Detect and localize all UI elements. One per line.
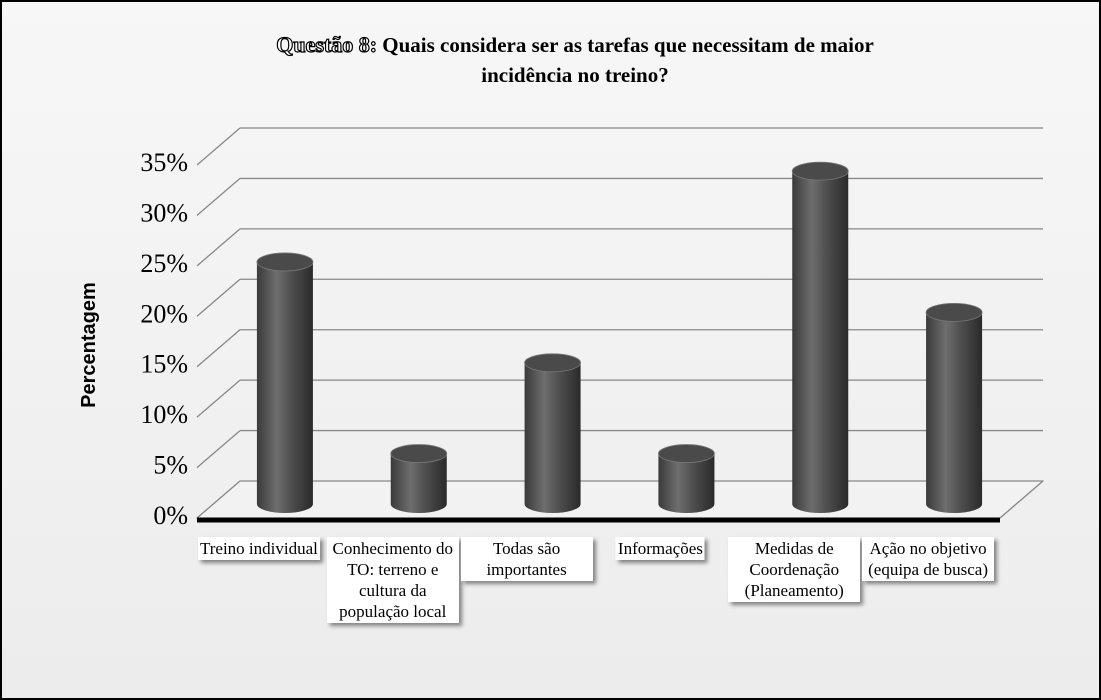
bar-top (925, 302, 983, 322)
x-tick-label: Conhecimento do TO: terreno e cultura da… (326, 537, 459, 623)
y-tick-label: 15% (140, 350, 188, 379)
bar (792, 171, 849, 513)
bar (658, 453, 715, 513)
y-tick-label: 35% (140, 148, 188, 177)
x-tick-label: Medidas de Coordenação (Planeamento) (728, 537, 861, 602)
bar-top (390, 444, 448, 463)
side-grid-line (196, 329, 241, 368)
x-tick-label: Ação no objetivo (equipa de busca) (862, 537, 995, 581)
bar (926, 312, 983, 513)
bar (524, 362, 581, 513)
y-tick-label: 10% (140, 400, 188, 429)
title-label: Questão 8: (276, 31, 378, 57)
y-tick-label: 5% (153, 451, 188, 480)
floor (195, 480, 1045, 519)
side-grid-line (196, 177, 241, 216)
side-grid-line (196, 430, 241, 469)
x-tick-label: Treino individual (197, 537, 320, 560)
side-grid-line (196, 228, 241, 267)
bar-top (256, 252, 314, 272)
bar (256, 261, 313, 513)
title-text: Quais considera ser as tarefas que neces… (382, 33, 874, 87)
x-tick-label: Informações (615, 537, 705, 560)
bar-top (524, 353, 581, 373)
x-tick-label: Todas são importantes (460, 537, 593, 581)
bar-top (658, 444, 715, 463)
y-axis-label: Percentagem (78, 282, 100, 408)
y-tick-label: 20% (140, 299, 188, 328)
floor-edge (999, 480, 1044, 519)
side-grid-line (196, 278, 241, 317)
bar (390, 453, 447, 513)
bar-top (791, 161, 849, 181)
side-grid-line (196, 127, 241, 166)
chart-title: Questão 8: Quais considera ser as tarefa… (250, 30, 900, 90)
y-tick-label: 25% (140, 249, 188, 278)
y-tick-label: 0% (153, 501, 188, 530)
side-grid-line (196, 480, 241, 519)
y-tick-label: 30% (140, 198, 188, 227)
side-grid-line (196, 379, 241, 418)
